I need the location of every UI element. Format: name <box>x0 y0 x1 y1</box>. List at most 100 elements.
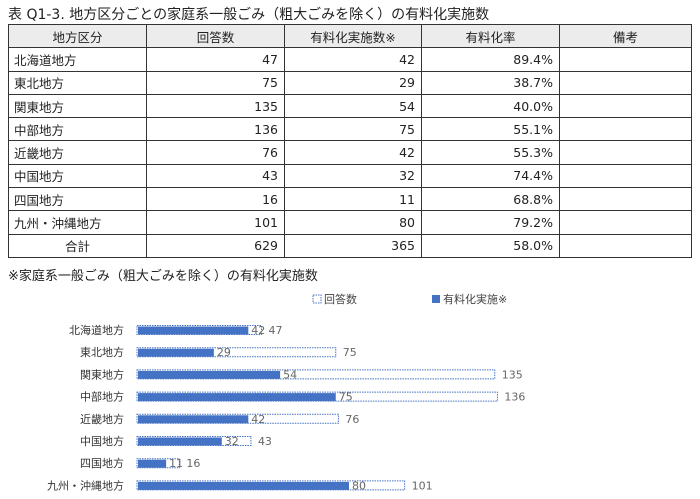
table-row: 九州・沖縄地方 101 80 79.2% <box>8 210 692 235</box>
cell-note <box>559 70 692 95</box>
cell-note <box>559 210 692 235</box>
value-label-responses: 76 <box>345 413 359 426</box>
cell-region: 関東地方 <box>8 93 147 119</box>
cell-implemented: 32 <box>284 163 422 189</box>
category-label: 東北地方 <box>80 345 124 359</box>
header-rate: 有料化率 <box>421 23 560 49</box>
table-row: 中部地方 136 75 55.1% <box>8 117 692 142</box>
region-table: 地方区分 回答数 有料化実施数※ 有料化率 備考 北海道地方 47 42 89.4% 東… <box>8 23 692 258</box>
cell-responses: 16 <box>146 187 285 212</box>
cell-implemented: 80 <box>284 210 422 235</box>
cell-implemented: 42 <box>284 140 422 165</box>
cell-implemented: 11 <box>284 187 422 212</box>
cell-implemented: 54 <box>284 93 422 119</box>
bar-chart: 回答数 有料化実施※ 北海道地方 42 47 東北地方 29 75 関東地方 54 135 中部地方 7… <box>47 292 525 492</box>
cell-implemented: 75 <box>284 117 422 142</box>
cell-rate: 68.8% <box>421 187 560 212</box>
value-label-responses: 16 <box>186 457 200 470</box>
bar-implemented <box>138 415 249 424</box>
cell-responses: 43 <box>146 163 285 189</box>
cell-implemented: 42 <box>284 47 422 72</box>
bar-implemented <box>138 348 214 357</box>
cell-note <box>559 93 692 119</box>
header-implemented: 有料化実施数※ <box>284 23 422 49</box>
table-row: 東北地方 75 29 38.7% <box>8 70 692 95</box>
category-label: 北海道地方 <box>69 323 124 337</box>
cell-responses: 47 <box>146 47 285 72</box>
bar-implemented <box>138 393 336 402</box>
table-header-row: 地方区分 回答数 有料化実施数※ 有料化率 備考 <box>8 23 692 49</box>
value-label-implemented: 29 <box>217 346 231 359</box>
cell-note <box>559 233 692 258</box>
value-label-implemented: 75 <box>339 391 353 404</box>
category-label: 四国地方 <box>80 456 124 470</box>
cell-note <box>559 187 692 212</box>
bar-implemented <box>138 326 249 335</box>
legend-swatch-implemented <box>432 295 440 303</box>
bar-responses <box>136 347 337 358</box>
cell-responses: 629 <box>146 233 285 258</box>
category-label: 関東地方 <box>80 367 124 381</box>
cell-rate: 89.4% <box>421 47 560 72</box>
cell-implemented: 365 <box>284 233 422 258</box>
cell-region: 中部地方 <box>8 117 147 142</box>
header-responses: 回答数 <box>146 23 285 49</box>
bar-implemented <box>138 437 222 446</box>
bar-implemented <box>138 459 167 468</box>
table-row: 近畿地方 76 42 55.3% <box>8 140 692 165</box>
category-label: 中国地方 <box>80 434 124 448</box>
cell-region: 近畿地方 <box>8 140 147 165</box>
cell-rate: 40.0% <box>421 93 560 119</box>
header-notes: 備考 <box>559 23 692 49</box>
table-row: 関東地方 135 54 40.0% <box>8 93 692 119</box>
legend-label-implemented: 有料化実施※ <box>443 292 507 306</box>
footnote: ※家庭系一般ごみ（粗大ごみを除く）の有料化実施数 <box>8 269 318 284</box>
value-label-implemented: 32 <box>225 435 239 448</box>
category-label: 九州・沖縄地方 <box>47 478 124 492</box>
table-row: 北海道地方 47 42 89.4% <box>8 47 692 72</box>
bar-implemented <box>138 370 281 379</box>
cell-region: 九州・沖縄地方 <box>8 210 147 235</box>
bar-responses <box>136 369 496 380</box>
value-label-responses: 135 <box>502 368 523 381</box>
header-region: 地方区分 <box>8 23 147 49</box>
value-label-implemented: 80 <box>352 479 366 492</box>
value-label-implemented: 54 <box>283 368 297 381</box>
cell-region: 東北地方 <box>8 70 147 95</box>
cell-region: 北海道地方 <box>8 47 147 72</box>
cell-responses: 135 <box>146 93 285 119</box>
bar-implemented <box>138 481 349 490</box>
cell-note <box>559 140 692 165</box>
legend-label-responses: 回答数 <box>324 292 357 306</box>
value-label-responses: 43 <box>258 435 272 448</box>
cell-region: 中国地方 <box>8 163 147 189</box>
cell-responses: 75 <box>146 70 285 95</box>
cell-note <box>559 163 692 189</box>
value-label-responses: 47 <box>269 324 283 337</box>
cell-region: 四国地方 <box>8 187 147 212</box>
value-label-implemented: 42 <box>251 324 265 337</box>
cell-responses: 76 <box>146 140 285 165</box>
cell-rate: 74.4% <box>421 163 560 189</box>
table-total-row: 合計 629 365 58.0% <box>8 233 692 258</box>
value-label-implemented: 42 <box>251 413 265 426</box>
cell-rate: 58.0% <box>421 233 560 258</box>
table-row: 四国地方 16 11 68.8% <box>8 187 692 212</box>
value-label-responses: 101 <box>412 479 433 492</box>
cell-rate: 55.3% <box>421 140 560 165</box>
cell-implemented: 29 <box>284 70 422 95</box>
value-label-implemented: 11 <box>169 457 183 470</box>
cell-responses: 101 <box>146 210 285 235</box>
category-label: 近畿地方 <box>80 412 124 426</box>
cell-rate: 55.1% <box>421 117 560 142</box>
cell-region: 合計 <box>8 233 147 258</box>
legend-swatch-responses <box>312 294 322 304</box>
table-title: 表 Q1-3. 地方区分ごとの家庭系一般ごみ（粗大ごみを除く）の有料化実施数 <box>8 7 490 23</box>
cell-note <box>559 117 692 142</box>
cell-rate: 79.2% <box>421 210 560 235</box>
cell-rate: 38.7% <box>421 70 560 95</box>
value-label-responses: 136 <box>504 391 525 404</box>
value-label-responses: 75 <box>343 346 357 359</box>
cell-responses: 136 <box>146 117 285 142</box>
category-label: 中部地方 <box>80 390 124 404</box>
